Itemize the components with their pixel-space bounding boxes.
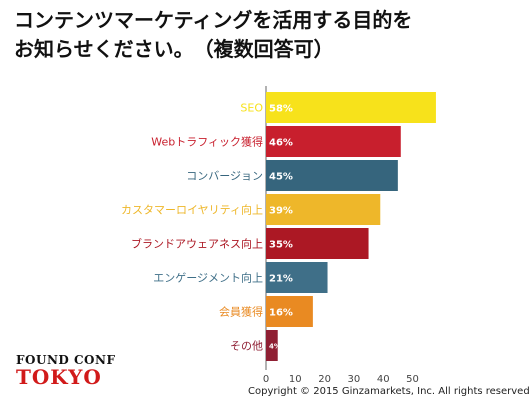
x-tick-label-1: 0 xyxy=(263,374,269,385)
copyright-notice: Copyright © 2015 Ginzamarkets, Inc. All … xyxy=(248,386,529,397)
logo-line-1: FOUND CONF xyxy=(16,353,116,367)
value-label-7: 16% xyxy=(269,308,293,319)
category-label-3: コンバージョン xyxy=(186,170,263,183)
category-label-5: ブランドアウェアネス向上 xyxy=(131,237,263,251)
category-label-8: その他 xyxy=(230,340,263,353)
value-label-1: 58% xyxy=(269,104,293,115)
bar-8 xyxy=(266,330,278,361)
category-label-6: エンゲージメント向上 xyxy=(153,271,263,285)
bar-6 xyxy=(266,262,328,293)
category-label-1: SEO xyxy=(240,102,263,115)
bar-1 xyxy=(266,92,436,123)
bar-2 xyxy=(266,126,401,157)
bar-4 xyxy=(266,194,381,225)
bar-5 xyxy=(266,228,369,259)
value-label-5: 35% xyxy=(269,240,293,251)
value-label-6: 21% xyxy=(269,274,293,285)
title-line-1: コンテンツマーケティングを活用する目的を xyxy=(14,8,413,32)
bar-7 xyxy=(266,296,313,327)
bar-3 xyxy=(266,160,398,191)
value-label-2: 46% xyxy=(269,138,293,149)
x-tick-label-2: 10 xyxy=(289,374,302,385)
x-tick-label-4: 30 xyxy=(348,374,361,385)
logo-line-2: TOKYO xyxy=(16,365,102,389)
value-label-4: 39% xyxy=(269,206,293,217)
found-conf-logo: FOUND CONF TOKYO xyxy=(16,354,115,387)
title-line-2: お知らせください。 （複数回答可） xyxy=(14,37,334,61)
x-tick-label-6: 50 xyxy=(406,374,419,385)
x-tick-label-3: 20 xyxy=(318,374,331,385)
value-label-3: 45% xyxy=(269,172,293,183)
category-label-7: 会員獲得 xyxy=(219,306,263,319)
category-label-4: カスタマーロイヤリティ向上 xyxy=(121,203,263,217)
x-tick-label-5: 40 xyxy=(377,374,390,385)
chart-title: コンテンツマーケティングを活用する目的を お知らせください。 （複数回答可） xyxy=(14,6,412,64)
value-label-8: 4% xyxy=(269,343,281,351)
category-label-2: Webトラフィック獲得 xyxy=(151,136,263,149)
